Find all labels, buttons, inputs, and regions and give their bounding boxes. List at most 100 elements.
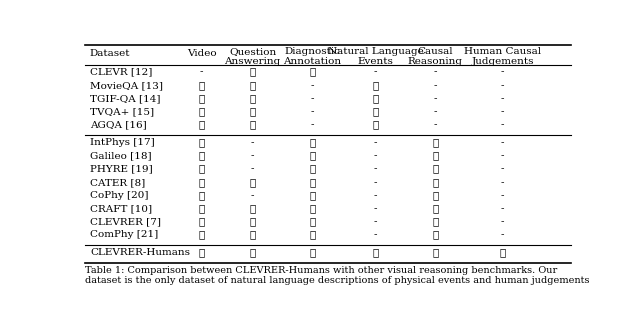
Text: ✓: ✓ — [432, 248, 438, 257]
Text: ✓: ✓ — [309, 138, 316, 147]
Text: -: - — [433, 120, 437, 129]
Text: -: - — [310, 107, 314, 116]
Text: Natural Language
Events: Natural Language Events — [328, 47, 424, 66]
Text: Dataset: Dataset — [90, 49, 131, 58]
Text: ✓: ✓ — [198, 107, 205, 116]
Text: -: - — [501, 138, 504, 147]
Text: ✓: ✓ — [250, 68, 256, 77]
Text: -: - — [501, 120, 504, 129]
Text: -: - — [310, 120, 314, 129]
Text: ✓: ✓ — [250, 107, 256, 116]
Text: CLEVRER [7]: CLEVRER [7] — [90, 217, 161, 226]
Text: ✓: ✓ — [432, 191, 438, 200]
Text: -: - — [501, 107, 504, 116]
Text: ✓: ✓ — [250, 231, 256, 239]
Text: ComPhy [21]: ComPhy [21] — [90, 231, 158, 239]
Text: ✓: ✓ — [372, 94, 379, 103]
Text: -: - — [433, 107, 437, 116]
Text: ✓: ✓ — [198, 120, 205, 129]
Text: ✓: ✓ — [250, 120, 256, 129]
Text: -: - — [501, 231, 504, 239]
Text: ✓: ✓ — [309, 204, 316, 213]
Text: -: - — [251, 138, 254, 147]
Text: ✓: ✓ — [198, 248, 205, 257]
Text: ✓: ✓ — [309, 178, 316, 187]
Text: ✓: ✓ — [198, 191, 205, 200]
Text: CRAFT [10]: CRAFT [10] — [90, 204, 152, 213]
Text: ✓: ✓ — [372, 120, 379, 129]
Text: ✓: ✓ — [198, 94, 205, 103]
Text: ✓: ✓ — [198, 151, 205, 161]
Text: Galileo [18]: Galileo [18] — [90, 151, 152, 161]
Text: -: - — [501, 165, 504, 173]
Text: TGIF-QA [14]: TGIF-QA [14] — [90, 94, 161, 103]
Text: -: - — [501, 151, 504, 161]
Text: -: - — [310, 94, 314, 103]
Text: -: - — [433, 81, 437, 90]
Text: TVQA+ [15]: TVQA+ [15] — [90, 107, 154, 116]
Text: -: - — [251, 191, 254, 200]
Text: -: - — [374, 151, 378, 161]
Text: -: - — [374, 231, 378, 239]
Text: ✓: ✓ — [432, 204, 438, 213]
Text: ✓: ✓ — [309, 165, 316, 173]
Text: ✓: ✓ — [372, 81, 379, 90]
Text: Table 1: Comparison between CLEVRER-Humans with other visual reasoning benchmark: Table 1: Comparison between CLEVRER-Huma… — [85, 266, 589, 285]
Text: ✓: ✓ — [198, 231, 205, 239]
Text: -: - — [374, 178, 378, 187]
Text: -: - — [501, 68, 504, 77]
Text: Diagnostic
Annotation: Diagnostic Annotation — [283, 47, 341, 66]
Text: AGQA [16]: AGQA [16] — [90, 120, 147, 129]
Text: -: - — [374, 204, 378, 213]
Text: -: - — [501, 204, 504, 213]
Text: ✓: ✓ — [250, 81, 256, 90]
Text: ✓: ✓ — [250, 178, 256, 187]
Text: ✓: ✓ — [432, 178, 438, 187]
Text: Causal
Reasoning: Causal Reasoning — [408, 47, 463, 66]
Text: -: - — [374, 165, 378, 173]
Text: -: - — [374, 217, 378, 226]
Text: ✓: ✓ — [309, 217, 316, 226]
Text: ✓: ✓ — [372, 248, 379, 257]
Text: ✓: ✓ — [309, 151, 316, 161]
Text: -: - — [310, 81, 314, 90]
Text: PHYRE [19]: PHYRE [19] — [90, 165, 153, 173]
Text: -: - — [501, 178, 504, 187]
Text: ✓: ✓ — [198, 165, 205, 173]
Text: CLEVRER-Humans: CLEVRER-Humans — [90, 248, 190, 257]
Text: CoPhy [20]: CoPhy [20] — [90, 191, 148, 200]
Text: -: - — [374, 68, 378, 77]
Text: ✓: ✓ — [250, 217, 256, 226]
Text: ✓: ✓ — [250, 248, 256, 257]
Text: ✓: ✓ — [499, 248, 506, 257]
Text: ✓: ✓ — [372, 107, 379, 116]
Text: -: - — [200, 68, 204, 77]
Text: ✓: ✓ — [250, 204, 256, 213]
Text: -: - — [251, 165, 254, 173]
Text: -: - — [501, 191, 504, 200]
Text: IntPhys [17]: IntPhys [17] — [90, 138, 155, 147]
Text: -: - — [501, 217, 504, 226]
Text: ✓: ✓ — [198, 217, 205, 226]
Text: -: - — [374, 191, 378, 200]
Text: -: - — [433, 94, 437, 103]
Text: -: - — [501, 81, 504, 90]
Text: -: - — [501, 94, 504, 103]
Text: ✓: ✓ — [309, 231, 316, 239]
Text: -: - — [433, 68, 437, 77]
Text: ✓: ✓ — [432, 138, 438, 147]
Text: ✓: ✓ — [250, 94, 256, 103]
Text: Question
Answering: Question Answering — [225, 47, 281, 66]
Text: ✓: ✓ — [432, 165, 438, 173]
Text: ✓: ✓ — [309, 68, 316, 77]
Text: ✓: ✓ — [198, 138, 205, 147]
Text: -: - — [374, 138, 378, 147]
Text: Human Causal
Judgements: Human Causal Judgements — [464, 47, 541, 66]
Text: MovieQA [13]: MovieQA [13] — [90, 81, 163, 90]
Text: ✓: ✓ — [432, 217, 438, 226]
Text: ✓: ✓ — [198, 81, 205, 90]
Text: ✓: ✓ — [309, 191, 316, 200]
Text: ✓: ✓ — [432, 231, 438, 239]
Text: ✓: ✓ — [309, 248, 316, 257]
Text: CATER [8]: CATER [8] — [90, 178, 145, 187]
